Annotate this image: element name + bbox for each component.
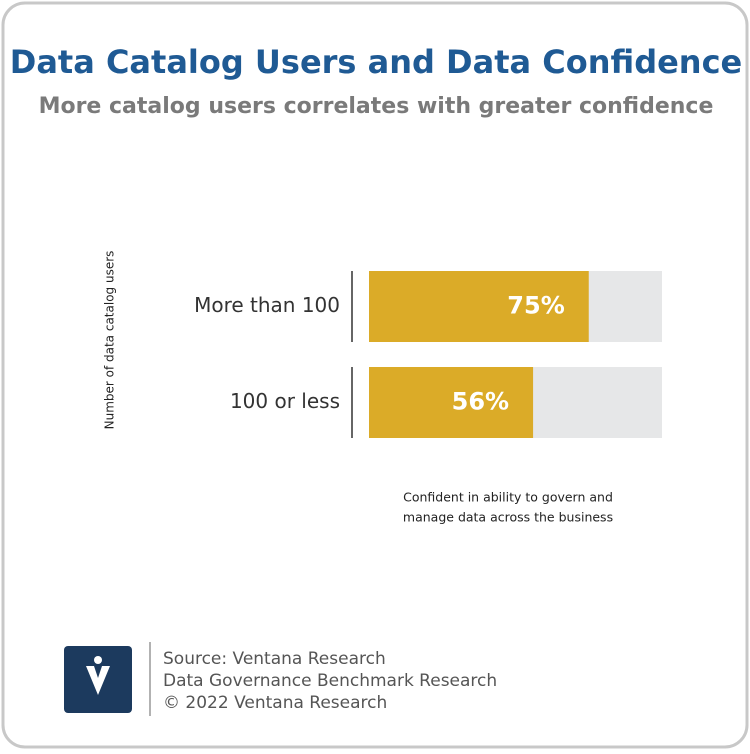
chart-title: Data Catalog Users and Data Confidence [10,43,743,81]
chart-subtitle: More catalog users correlates with great… [39,94,714,119]
value-label: 75% [507,292,564,320]
category-label: More than 100 [194,293,340,317]
logo-mark [86,666,110,695]
y-axis-label: Number of data catalog users [103,251,117,430]
x-axis-label: manage data across the business [403,510,613,525]
bar [369,367,534,438]
footer-line: © 2022 Ventana Research [163,693,387,713]
bar [369,271,589,342]
footer-line: Data Governance Benchmark Research [163,671,497,691]
footer-line: Source: Ventana Research [163,649,386,669]
category-label: 100 or less [230,389,340,413]
x-axis-label: Confident in ability to govern and [403,490,613,505]
value-label: 56% [452,388,509,416]
logo-dot [94,656,102,664]
